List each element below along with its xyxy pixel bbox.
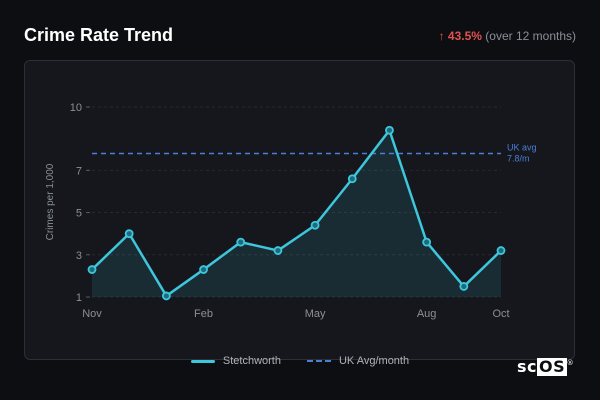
y-axis-label: Crimes per 1,000 <box>45 163 56 240</box>
legend-series-label: Stetchworth <box>222 355 281 367</box>
chart-legend: Stetchworth UK Avg/month <box>0 355 600 367</box>
legend-reference-label: UK Avg/month <box>338 355 410 367</box>
data-point <box>236 237 246 247</box>
y-tick-label: 1 <box>76 292 82 304</box>
chart-title: Crime Rate Trend <box>24 25 174 45</box>
data-point <box>347 174 357 184</box>
reference-label-line1: UK avg <box>507 142 537 152</box>
data-point <box>496 246 506 255</box>
y-tick-label: 7 <box>76 165 82 177</box>
change-summary: ↑ 43.5% (over 12 months) <box>439 29 576 43</box>
data-point <box>124 229 134 239</box>
legend-item-series[interactable]: Stetchworth <box>190 355 281 367</box>
line-chart: 1 3 5 7 10 Crimes per 1,000 Nov Feb May Aug Oct UK … <box>45 102 537 320</box>
series-area <box>92 130 501 297</box>
change-percent: 43.5% <box>447 29 482 43</box>
change-period: (over 12 months) <box>485 29 576 43</box>
reference-label-line2: 7.8/m <box>507 153 530 163</box>
data-point <box>422 237 432 247</box>
legend-item-reference[interactable]: UK Avg/month <box>306 355 410 367</box>
brand-logo: sc OS ® <box>517 357 575 376</box>
x-tick-label: Nov <box>82 308 102 320</box>
x-tick-label: Feb <box>194 308 213 320</box>
data-point <box>87 265 97 274</box>
change-up-arrow-icon: ↑ <box>438 29 445 43</box>
data-point <box>273 246 283 255</box>
x-tick-label: Aug <box>417 308 437 320</box>
data-point <box>459 282 469 291</box>
y-tick-label: 10 <box>70 102 82 114</box>
x-tick-label: May <box>305 308 326 320</box>
legend-reference-swatch <box>306 360 331 362</box>
legend-series-swatch <box>190 359 215 363</box>
chart-card: 1 3 5 7 10 Crimes per 1,000 Nov Feb May Aug Oct UK … <box>24 60 575 360</box>
x-tick-label: Oct <box>492 308 509 320</box>
data-point <box>161 291 171 301</box>
data-point <box>310 220 320 230</box>
data-point <box>199 265 208 274</box>
series-line <box>91 128 502 298</box>
y-tick-label: 3 <box>76 250 82 262</box>
data-point <box>385 125 394 135</box>
y-tick-label: 5 <box>76 208 82 220</box>
